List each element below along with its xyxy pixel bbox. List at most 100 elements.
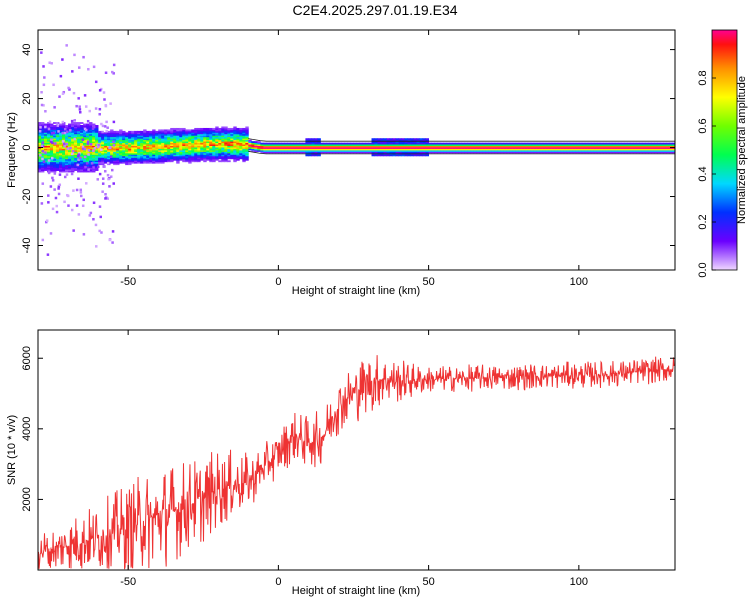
heatmap-cell — [206, 130, 210, 133]
heatmap-cell — [44, 160, 48, 163]
heatmap-cell — [308, 148, 312, 151]
heatmap-cell — [455, 150, 460, 152]
heatmap-cell — [506, 151, 511, 154]
heatmap-cell — [53, 126, 57, 129]
heatmap-cell — [287, 148, 291, 151]
heatmap-cell — [611, 151, 616, 154]
heatmap-cell — [281, 150, 285, 152]
heatmap-cell — [143, 147, 147, 149]
heatmap-cell — [83, 126, 87, 129]
heatmap-noise-cell — [66, 194, 70, 198]
heatmap-cell — [83, 123, 87, 126]
heatmap-cell — [455, 142, 460, 145]
heatmap-cell — [59, 139, 63, 142]
heatmap-cell — [554, 151, 559, 154]
heatmap-cell — [74, 157, 78, 160]
heatmap-cell — [605, 145, 610, 148]
heatmap-cell — [413, 142, 417, 145]
heatmap-cell — [173, 157, 177, 160]
heatmap-noise-cell — [78, 111, 82, 114]
heatmap-cell — [83, 135, 87, 138]
heatmap-cell — [71, 136, 75, 139]
heatmap-cell — [56, 141, 60, 144]
heatmap-cell — [110, 158, 114, 161]
heatmap-cell — [152, 157, 156, 160]
heatmap-cell — [329, 147, 333, 149]
heatmap-cell — [47, 132, 51, 135]
heatmap-cell — [152, 150, 156, 152]
heatmap-cell — [53, 139, 57, 142]
heatmap-cell — [77, 135, 81, 138]
heatmap-cell — [74, 133, 78, 136]
heatmap-cell — [314, 142, 318, 145]
heatmap-cell — [140, 160, 144, 163]
heatmap-cell — [164, 150, 168, 152]
heatmap-cell — [239, 150, 243, 152]
heatmap-cell — [530, 148, 535, 151]
heatmap-cell — [302, 142, 306, 145]
heatmap-cell — [401, 144, 405, 146]
heatmap-cell — [74, 163, 78, 166]
heatmap-cell — [212, 157, 216, 160]
heatmap-cell — [89, 164, 93, 167]
heatmap-noise-cell — [39, 126, 42, 129]
heatmap-cell — [119, 148, 123, 151]
heatmap-cell — [221, 133, 225, 136]
heatmap-cell — [356, 142, 360, 145]
heatmap-cell — [527, 142, 532, 145]
heatmap-cell — [98, 148, 102, 151]
heatmap-cell — [185, 133, 189, 136]
heatmap-cell — [176, 132, 180, 135]
heatmap-cell — [269, 147, 273, 149]
heatmap-cell — [635, 151, 640, 154]
heatmap-cell — [230, 139, 234, 142]
heatmap-cell — [104, 141, 108, 144]
heatmap-cell — [614, 144, 619, 146]
heatmap-cell — [245, 139, 249, 142]
heatmap-cell — [89, 151, 93, 154]
heatmap-cell — [425, 139, 430, 142]
heatmap-cell — [80, 127, 84, 130]
heatmap-cell — [653, 145, 658, 148]
heatmap-cell — [455, 147, 460, 149]
heatmap-cell — [527, 150, 532, 152]
heatmap-cell — [410, 139, 414, 142]
heatmap-cell — [89, 166, 93, 169]
heatmap-cell — [161, 132, 165, 135]
heatmap-cell — [125, 163, 129, 166]
heatmap-cell — [170, 145, 174, 148]
heatmap-cell — [554, 148, 559, 151]
heatmap-cell — [233, 129, 237, 132]
heatmap-cell — [287, 151, 291, 154]
heatmap-cell — [623, 150, 628, 152]
heatmap-cell — [533, 144, 538, 146]
heatmap-cell — [71, 166, 75, 169]
heatmap-cell — [308, 142, 312, 145]
heatmap-cell — [254, 150, 258, 152]
heatmap-cell — [491, 150, 496, 152]
heatmap-cell — [335, 151, 339, 154]
heatmap-cell — [161, 147, 165, 149]
heatmap-cell — [404, 145, 408, 148]
heatmap-cell — [125, 154, 129, 157]
heatmap-cell — [587, 145, 592, 148]
heatmap-cell — [155, 144, 159, 146]
heatmap-cell — [194, 136, 198, 139]
heatmap-cell — [98, 151, 102, 154]
heatmap-noise-cell — [71, 149, 75, 153]
heatmap-cell — [68, 138, 72, 141]
heatmap-cell — [104, 155, 108, 158]
heatmap-cell — [371, 151, 375, 154]
heatmap-cell — [203, 148, 207, 151]
heatmap-cell — [317, 141, 321, 144]
heatmap-cell — [347, 150, 351, 152]
heatmap-cell — [50, 135, 54, 138]
heatmap-cell — [110, 147, 114, 149]
heatmap-cell — [617, 148, 622, 151]
heatmap-cell — [152, 161, 156, 164]
heatmap-cell — [215, 135, 219, 138]
heatmap-cell — [218, 133, 222, 136]
heatmap-cell — [95, 154, 99, 157]
heatmap-cell — [419, 144, 423, 146]
heatmap-cell — [569, 150, 574, 152]
